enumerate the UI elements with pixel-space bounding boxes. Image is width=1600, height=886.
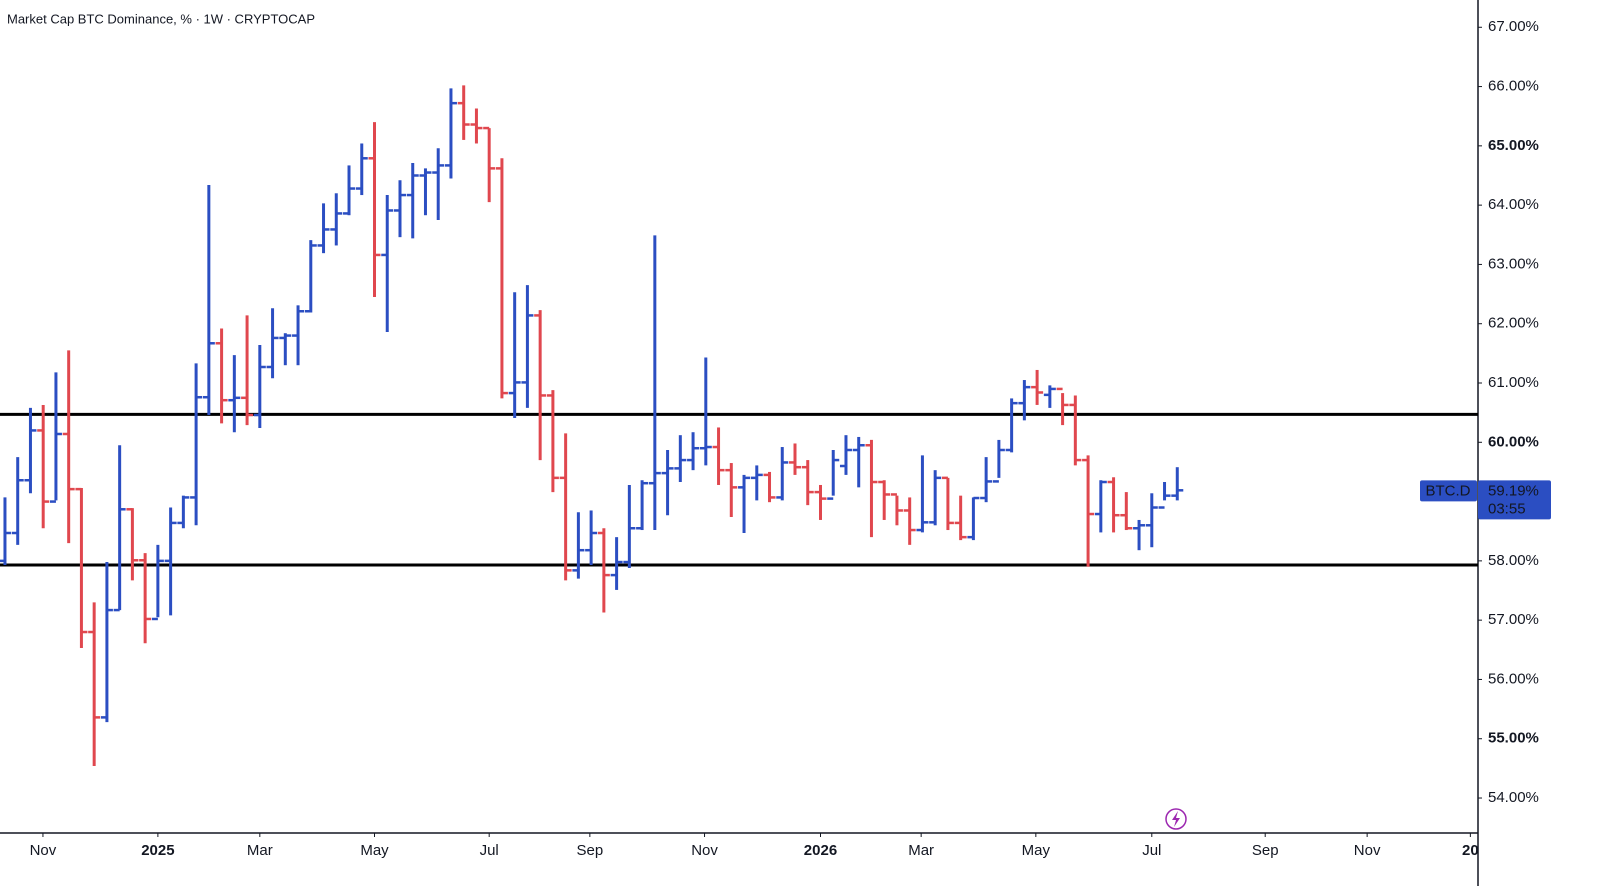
x-tick-label: 20	[1462, 842, 1479, 859]
x-tick-label: Nov	[30, 842, 57, 859]
y-tick-label: 63.00%	[1488, 255, 1539, 272]
y-tick-label: 67.00%	[1488, 18, 1539, 35]
x-tick-label: May	[360, 842, 389, 859]
x-tick-label: Jul	[1142, 842, 1161, 859]
x-tick-label: May	[1022, 842, 1051, 859]
price-label: 59.19%	[1488, 482, 1539, 499]
y-tick-label: 61.00%	[1488, 374, 1539, 391]
countdown-label: 03:55	[1488, 500, 1526, 517]
x-tick-label: 2026	[804, 842, 837, 859]
y-tick-label: 60.00%	[1488, 433, 1539, 450]
y-tick-label: 57.00%	[1488, 611, 1539, 628]
y-tick-label: 58.00%	[1488, 552, 1539, 569]
x-tick-label: Sep	[576, 842, 603, 859]
x-tick-label: Nov	[1354, 842, 1381, 859]
x-tick-label: Mar	[908, 842, 934, 859]
y-tick-label: 64.00%	[1488, 196, 1539, 213]
x-tick-label: Jul	[480, 842, 499, 859]
symbol-label-box	[1420, 480, 1477, 502]
y-tick-label: 56.00%	[1488, 670, 1539, 687]
x-tick-label: Sep	[1252, 842, 1279, 859]
x-tick-label: 2025	[141, 842, 174, 859]
y-tick-label: 65.00%	[1488, 137, 1539, 154]
y-tick-label: 55.00%	[1488, 730, 1539, 747]
x-tick-label: Nov	[691, 842, 718, 859]
y-tick-label: 54.00%	[1488, 789, 1539, 806]
y-tick-label: 62.00%	[1488, 315, 1539, 332]
y-tick-label: 66.00%	[1488, 78, 1539, 95]
x-tick-label: Mar	[247, 842, 273, 859]
chart-title: Market Cap BTC Dominance, % · 1W · CRYPT…	[7, 11, 315, 26]
price-label-box	[1478, 480, 1551, 520]
symbol-label: BTC.D	[1426, 482, 1471, 499]
lightning-icon	[1165, 808, 1187, 830]
